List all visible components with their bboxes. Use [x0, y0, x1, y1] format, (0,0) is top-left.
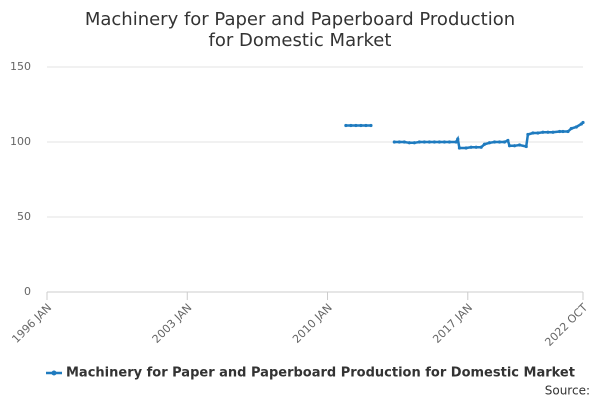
- point: [551, 130, 555, 134]
- point: [474, 145, 478, 149]
- point: [502, 140, 507, 144]
- point: [512, 144, 517, 148]
- y-tick-label: 100: [10, 135, 31, 148]
- point: [574, 125, 578, 129]
- point: [517, 143, 522, 147]
- y-tick-label: 50: [17, 210, 31, 223]
- point: [569, 126, 573, 131]
- point: [506, 138, 510, 143]
- x-tick-label: 1996 JAN: [9, 301, 54, 346]
- point: [457, 146, 462, 150]
- point: [581, 120, 585, 125]
- point: [558, 129, 562, 134]
- point: [354, 123, 358, 128]
- source: Source:: [545, 384, 590, 398]
- point: [464, 146, 468, 150]
- point: [536, 131, 540, 135]
- y-tick-label: 150: [10, 60, 31, 73]
- point: [541, 130, 545, 134]
- point: [469, 145, 473, 149]
- y-tick-label: 0: [24, 285, 31, 298]
- point: [369, 123, 373, 128]
- point: [364, 123, 368, 128]
- point: [497, 140, 502, 144]
- point: [427, 140, 431, 144]
- point: [456, 137, 460, 141]
- point: [492, 140, 497, 144]
- point: [482, 142, 487, 146]
- point: [524, 144, 528, 149]
- point: [437, 140, 441, 144]
- x-tick-label: 2010 JAN: [290, 301, 335, 346]
- point: [546, 130, 550, 134]
- point: [442, 140, 447, 144]
- point: [397, 140, 401, 144]
- point: [407, 141, 411, 145]
- point: [526, 132, 530, 137]
- legend-label: Machinery for Paper and Paperboard Produ…: [66, 366, 575, 381]
- x-tick-label: 2017 JAN: [430, 301, 475, 346]
- point: [487, 141, 492, 145]
- x-tick-label: 2003 JAN: [150, 301, 195, 346]
- point: [417, 140, 421, 144]
- point: [454, 140, 458, 144]
- point: [422, 140, 426, 144]
- point: [507, 144, 512, 148]
- point: [531, 131, 535, 135]
- point: [344, 123, 348, 128]
- point: [412, 141, 416, 145]
- point: [561, 129, 565, 134]
- point: [359, 123, 363, 128]
- point: [432, 140, 436, 144]
- point: [566, 129, 570, 134]
- point: [479, 145, 483, 149]
- point: [447, 140, 452, 144]
- series-line: [345, 121, 584, 150]
- x-tick-label: 2022 OCT: [542, 301, 590, 349]
- point: [349, 123, 353, 128]
- chart-title: Machinery for Paper and Paperboard Produ…: [85, 9, 515, 51]
- point: [392, 140, 396, 144]
- point: [402, 140, 406, 144]
- legend-marker: [51, 370, 57, 376]
